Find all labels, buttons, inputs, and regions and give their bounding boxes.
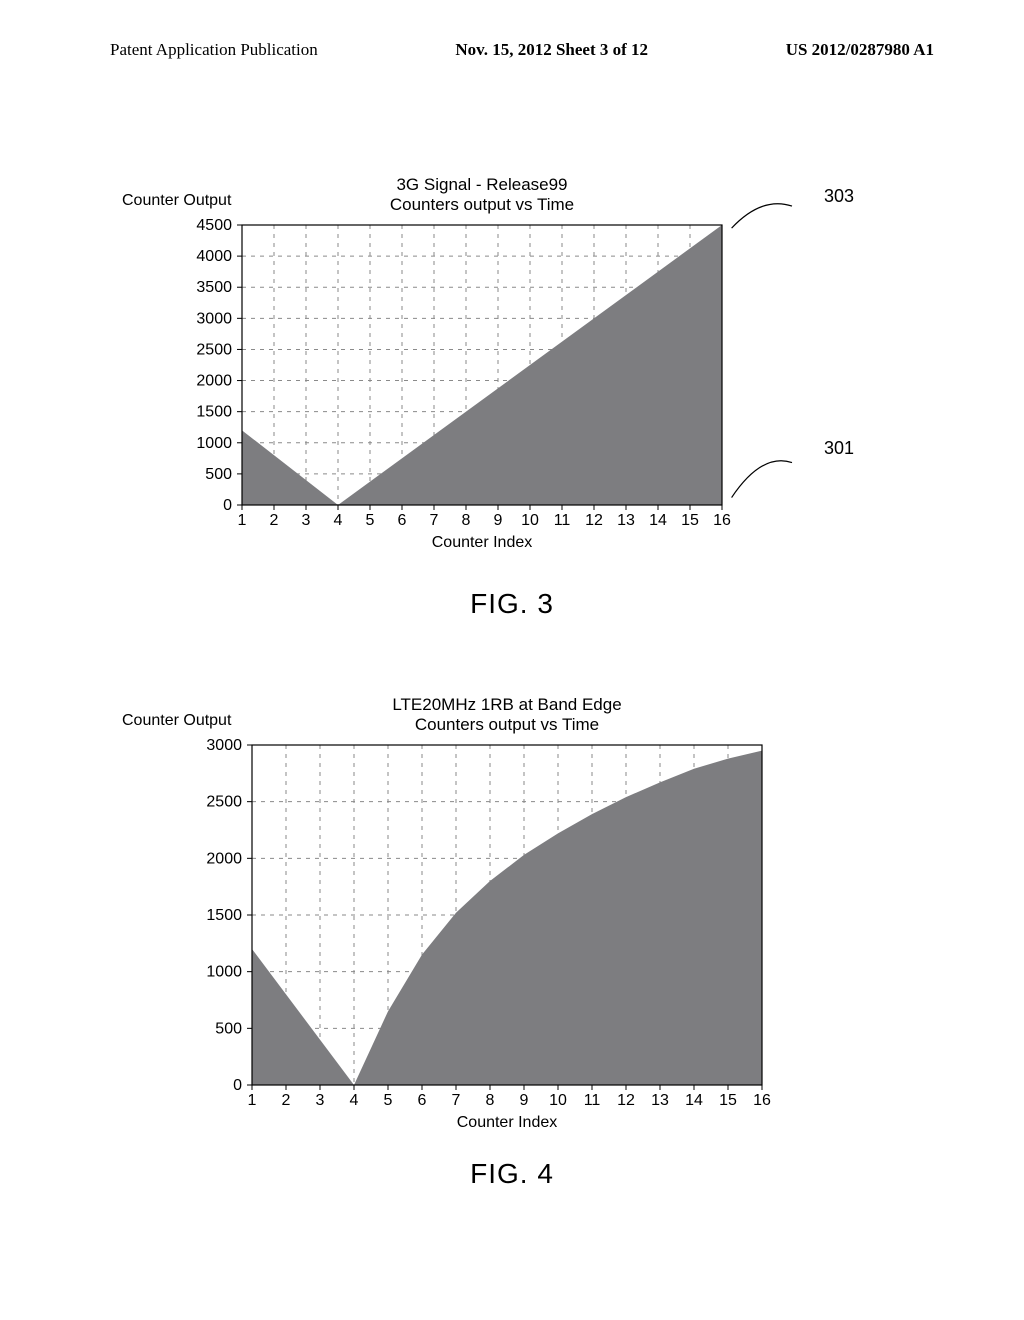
svg-text:3: 3 bbox=[316, 1092, 325, 1109]
counter-output-label-4: Counter Output bbox=[122, 712, 231, 730]
counter-output-label-3: Counter Output bbox=[122, 192, 231, 210]
svg-text:Counter Index: Counter Index bbox=[432, 534, 533, 551]
svg-text:4000: 4000 bbox=[196, 248, 232, 265]
header-center: Nov. 15, 2012 Sheet 3 of 12 bbox=[455, 40, 648, 60]
svg-text:1000: 1000 bbox=[196, 435, 232, 452]
callout-301: 301 bbox=[824, 438, 854, 459]
svg-text:2000: 2000 bbox=[206, 850, 242, 867]
svg-text:14: 14 bbox=[649, 512, 667, 529]
svg-text:3000: 3000 bbox=[196, 310, 232, 327]
svg-text:9: 9 bbox=[520, 1092, 529, 1109]
figure-3: Counter Output 1234567891011121314151605… bbox=[132, 170, 892, 620]
svg-text:3G Signal - Release99: 3G Signal - Release99 bbox=[396, 175, 567, 194]
header-left: Patent Application Publication bbox=[110, 40, 318, 60]
fig3-caption: FIG. 3 bbox=[132, 588, 892, 620]
svg-text:13: 13 bbox=[617, 512, 635, 529]
svg-text:3500: 3500 bbox=[196, 279, 232, 296]
svg-text:4500: 4500 bbox=[196, 217, 232, 234]
svg-text:3: 3 bbox=[302, 512, 311, 529]
svg-text:15: 15 bbox=[719, 1092, 737, 1109]
svg-text:16: 16 bbox=[753, 1092, 771, 1109]
svg-text:6: 6 bbox=[398, 512, 407, 529]
svg-text:11: 11 bbox=[554, 512, 571, 529]
svg-text:LTE20MHz 1RB at Band Edge: LTE20MHz 1RB at Band Edge bbox=[392, 695, 621, 714]
svg-text:1500: 1500 bbox=[196, 404, 232, 421]
svg-text:Counters output vs Time: Counters output vs Time bbox=[390, 195, 574, 214]
svg-text:5: 5 bbox=[384, 1092, 393, 1109]
svg-text:10: 10 bbox=[521, 512, 539, 529]
svg-text:1: 1 bbox=[238, 512, 247, 529]
svg-text:14: 14 bbox=[685, 1092, 703, 1109]
svg-text:500: 500 bbox=[215, 1020, 242, 1037]
svg-text:11: 11 bbox=[584, 1092, 601, 1109]
svg-text:12: 12 bbox=[617, 1092, 635, 1109]
header-right: US 2012/0287980 A1 bbox=[786, 40, 934, 60]
svg-text:Counter Index: Counter Index bbox=[457, 1114, 558, 1131]
svg-text:8: 8 bbox=[462, 512, 471, 529]
svg-text:9: 9 bbox=[494, 512, 503, 529]
svg-text:2: 2 bbox=[270, 512, 279, 529]
svg-text:12: 12 bbox=[585, 512, 603, 529]
fig4-caption: FIG. 4 bbox=[132, 1158, 892, 1190]
svg-text:5: 5 bbox=[366, 512, 375, 529]
page-header: Patent Application Publication Nov. 15, … bbox=[0, 0, 1024, 60]
svg-text:10: 10 bbox=[549, 1092, 567, 1109]
svg-text:6: 6 bbox=[418, 1092, 427, 1109]
svg-text:0: 0 bbox=[223, 497, 232, 514]
svg-text:15: 15 bbox=[681, 512, 699, 529]
figure-4: Counter Output 1234567891011121314151605… bbox=[132, 690, 892, 1190]
svg-text:7: 7 bbox=[430, 512, 439, 529]
chart-fig3: 1234567891011121314151605001000150020002… bbox=[162, 170, 862, 570]
svg-text:13: 13 bbox=[651, 1092, 669, 1109]
svg-text:1000: 1000 bbox=[206, 964, 242, 981]
svg-text:2000: 2000 bbox=[196, 373, 232, 390]
svg-text:4: 4 bbox=[350, 1092, 359, 1109]
svg-text:1: 1 bbox=[248, 1092, 257, 1109]
svg-text:2500: 2500 bbox=[206, 794, 242, 811]
svg-text:3000: 3000 bbox=[206, 737, 242, 754]
svg-text:7: 7 bbox=[452, 1092, 461, 1109]
svg-text:500: 500 bbox=[205, 466, 232, 483]
svg-text:0: 0 bbox=[233, 1077, 242, 1094]
chart-fig4: 1234567891011121314151605001000150020002… bbox=[162, 690, 862, 1140]
svg-text:1500: 1500 bbox=[206, 907, 242, 924]
svg-text:16: 16 bbox=[713, 512, 731, 529]
svg-text:2: 2 bbox=[282, 1092, 291, 1109]
svg-text:4: 4 bbox=[334, 512, 343, 529]
svg-text:8: 8 bbox=[486, 1092, 495, 1109]
svg-text:Counters output vs Time: Counters output vs Time bbox=[415, 715, 599, 734]
svg-text:2500: 2500 bbox=[196, 341, 232, 358]
callout-303: 303 bbox=[824, 186, 854, 207]
